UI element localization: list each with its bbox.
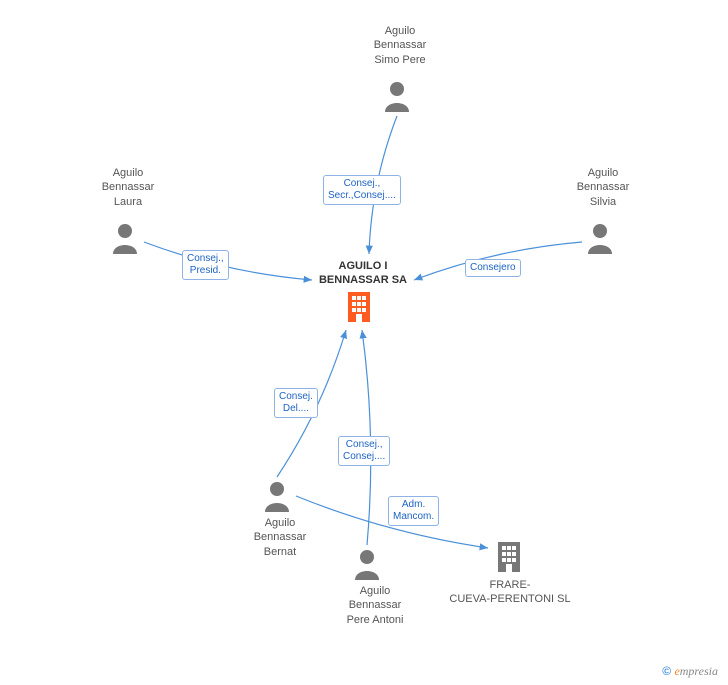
node-label: Aguilo Bennassar Laura [88,166,168,209]
edge-label: Consej., Secr.,Consej.... [323,175,401,205]
edge-label: Consej., Consej.... [338,436,390,466]
person-icon [110,222,140,254]
edge-label: Adm. Mancom. [388,496,439,526]
edges-layer [0,0,728,685]
footer-branding: © empresia [662,664,718,679]
person-icon [382,80,412,112]
edge-label: Consejero [465,259,521,277]
center-company-label: AGUILO I BENNASSAR SA [318,259,408,288]
building-icon [494,540,524,574]
person-icon [262,480,292,512]
building-center-icon [344,290,374,324]
person-icon [585,222,615,254]
node-label: FRARE- CUEVA-PERENTONI SL [440,578,580,607]
node-label: Aguilo Bennassar Simo Pere [360,24,440,67]
person-icon [352,548,382,580]
copyright-symbol: © [662,664,671,678]
node-label: Aguilo Bennassar Silvia [563,166,643,209]
node-label: Aguilo Bennassar Bernat [240,516,320,559]
edge-label: Consej. Del.... [274,388,318,418]
node-label: Aguilo Bennassar Pere Antoni [330,584,420,627]
brand-rest: mpresia [680,664,718,678]
edge-label: Consej., Presid. [182,250,229,280]
